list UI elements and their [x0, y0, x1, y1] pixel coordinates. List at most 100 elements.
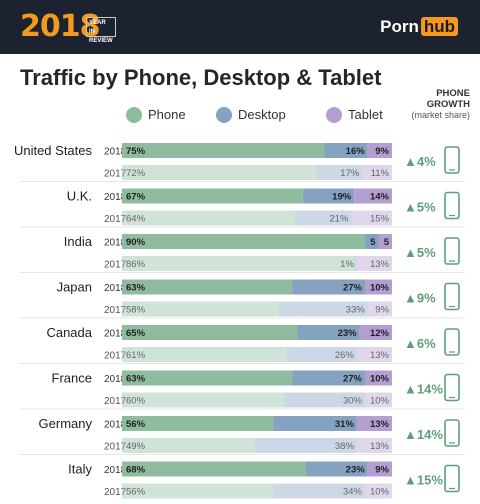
value-label-phone: 49%	[126, 441, 146, 452]
bar-desktop-2017	[294, 210, 352, 226]
phone-icon	[444, 282, 460, 311]
brand-hub: hub	[420, 17, 458, 36]
value-label-phone: 63%	[126, 374, 146, 385]
phone-icon	[444, 328, 460, 356]
value-label-desktop: 27%	[343, 374, 363, 385]
year-label: 2017	[104, 169, 127, 180]
value-label-phone: 72%	[126, 168, 146, 179]
brand-text: Porn	[380, 17, 419, 36]
country-label-france: France	[52, 371, 92, 386]
bar-phone-2018	[122, 325, 298, 340]
phone-icon	[444, 419, 460, 447]
country-label-japan: Japan	[57, 280, 92, 295]
bar-phone-2017	[122, 165, 317, 180]
growth-value-germany: ▲14%	[404, 427, 443, 442]
bar-desktop-2018	[365, 234, 379, 249]
value-label-desktop: 27%	[343, 283, 363, 294]
value-label-phone: 61%	[126, 350, 146, 361]
bar-phone-2017	[122, 347, 287, 362]
year-label: 2018	[104, 238, 127, 249]
value-label-tablet: 12%	[370, 328, 390, 339]
value-label-tablet: 9%	[375, 305, 389, 316]
phone-swatch	[126, 106, 142, 123]
country-label-germany: Germany	[39, 416, 93, 431]
value-label-desktop: 31%	[335, 419, 355, 430]
bar-phone-2017	[122, 483, 274, 499]
bar-tablet-2017	[356, 438, 392, 453]
year-label: 2018	[104, 374, 127, 385]
bar-tablet-2017	[356, 347, 392, 362]
value-label-desktop: 23%	[338, 328, 358, 339]
value-label-tablet: 13%	[370, 441, 390, 452]
year-in-review-badge: YEAR IN REVIEW	[86, 17, 116, 44]
phone-icon	[444, 237, 460, 265]
bar-desktop-2018	[297, 325, 360, 340]
desktop-swatch	[216, 106, 232, 123]
legend-phone-label: Phone	[148, 107, 186, 122]
bar-phone-2017	[122, 301, 279, 317]
year-label: 2017	[104, 396, 127, 407]
bar-phone-2017	[122, 256, 355, 271]
value-label-tablet: 10%	[370, 283, 390, 294]
value-label-desktop: 30%	[343, 396, 363, 407]
value-label-phone: 75%	[126, 146, 146, 157]
year-logo: 2018	[20, 9, 100, 44]
value-label-desktop: 1%	[340, 259, 354, 270]
value-label-tablet: 5	[384, 237, 390, 248]
year-label: 2018	[104, 283, 127, 294]
country-label-u-k: U.K.	[67, 189, 92, 204]
year-label: 2018	[104, 465, 127, 476]
value-label-tablet: 13%	[370, 259, 390, 270]
bar-desktop-2017	[254, 438, 357, 453]
year-label: 2017	[104, 214, 127, 225]
value-label-desktop: 19%	[332, 192, 352, 203]
bar-desktop-2017	[354, 256, 357, 271]
value-label-tablet: 13%	[370, 350, 390, 361]
value-label-phone: 90%	[126, 237, 146, 248]
phone-growth-subtitle: (market share)	[411, 110, 470, 120]
year-label: 2018	[104, 147, 127, 158]
phone-icon	[444, 464, 460, 493]
value-label-desktop: 23%	[346, 465, 366, 476]
bar-tablet-2017	[365, 483, 392, 499]
bar-tablet-2017	[365, 392, 392, 408]
year-label: 2018	[104, 192, 127, 203]
phone-icon	[444, 373, 460, 402]
value-label-phone: 65%	[126, 328, 146, 339]
phone-growth-line2: GROWTH	[426, 99, 470, 110]
chart-title: Traffic by Phone, Desktop & Tablet	[20, 65, 382, 90]
phone-growth-line1: PHONE	[436, 88, 470, 99]
bar-phone-2018	[122, 279, 293, 295]
legend-tablet-label: Tablet	[348, 107, 383, 122]
value-label-phone: 64%	[126, 214, 146, 225]
phone-icon	[444, 191, 460, 220]
value-label-desktop: 5	[370, 237, 376, 248]
value-label-phone: 63%	[126, 283, 146, 294]
bar-desktop-2017	[286, 347, 357, 362]
value-label-desktop: 16%	[346, 146, 366, 157]
bar-desktop-2018	[305, 461, 368, 477]
value-label-tablet: 15%	[370, 214, 390, 225]
value-label-desktop: 17%	[340, 168, 360, 179]
bar-tablet-2017	[356, 256, 392, 271]
year-label: 2018	[104, 329, 127, 340]
value-label-phone: 60%	[126, 396, 146, 407]
growth-value-france: ▲14%	[404, 382, 443, 397]
legend-desktop-label: Desktop	[238, 107, 286, 122]
legend-tablet: Tablet	[326, 106, 383, 124]
bar-desktop-2018	[324, 143, 368, 158]
phone-growth-heading: PHONE GROWTH	[380, 88, 470, 110]
phone-icon	[444, 146, 460, 174]
legend-desktop: Desktop	[216, 106, 286, 124]
growth-value-u-k: ▲5%	[404, 200, 436, 215]
growth-value-japan: ▲9%	[404, 291, 436, 306]
value-label-tablet: 10%	[370, 487, 390, 498]
country-label-canada: Canada	[46, 325, 92, 340]
value-label-phone: 56%	[126, 487, 146, 498]
year-label: 2017	[104, 351, 127, 362]
value-label-phone: 86%	[126, 259, 146, 270]
bar-phone-2018	[122, 416, 274, 431]
bar-tablet-2017	[367, 301, 392, 317]
bar-tablet-2018	[365, 370, 392, 386]
